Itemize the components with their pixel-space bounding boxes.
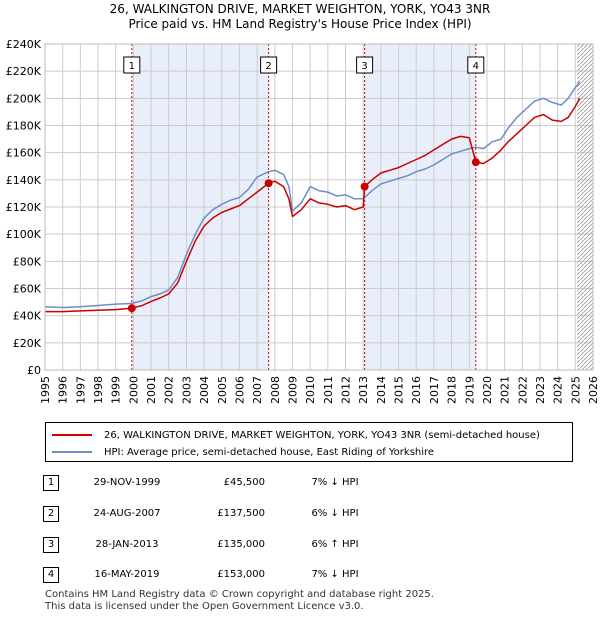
y-tick-label: £140K bbox=[6, 174, 42, 187]
sale-label-box bbox=[467, 56, 485, 74]
y-tick-label: £220K bbox=[6, 65, 42, 78]
transaction-price: £137,500 bbox=[217, 508, 265, 519]
sale-label-number: 4 bbox=[473, 61, 479, 72]
x-tick-label: 2003 bbox=[180, 376, 193, 404]
y-tick-label: £100K bbox=[6, 228, 42, 241]
y-tick-label: £160K bbox=[6, 147, 42, 160]
x-tick-label: 2016 bbox=[410, 376, 423, 404]
x-tick-label: 2002 bbox=[163, 376, 176, 404]
transaction-date: 16-MAY-2019 bbox=[94, 569, 160, 580]
transaction-price: £153,000 bbox=[217, 569, 265, 580]
x-tick-label: 2000 bbox=[127, 376, 140, 404]
y-tick-label: £120K bbox=[6, 201, 42, 214]
x-tick-label: 2010 bbox=[304, 376, 317, 404]
plot-frame bbox=[44, 43, 594, 371]
legend-label-hpi: HPI: Average price, semi-detached house,… bbox=[104, 446, 435, 458]
x-tick-label: 2005 bbox=[216, 376, 229, 404]
footer-licence: This data is licensed under the Open Gov… bbox=[45, 601, 364, 612]
property-price-line bbox=[45, 97, 581, 313]
x-tick-label: 1998 bbox=[92, 376, 105, 404]
y-tick-label: £180K bbox=[6, 120, 42, 133]
sale-label-number: 1 bbox=[129, 61, 135, 72]
legend-swatch-hpi bbox=[52, 451, 92, 453]
x-tick-label: 2023 bbox=[534, 376, 547, 404]
legend-item-hpi: HPI: Average price, semi-detached house,… bbox=[52, 444, 434, 460]
x-tick-label: 2013 bbox=[357, 376, 370, 404]
forecast-hatch bbox=[577, 44, 593, 370]
x-tick-label: 2020 bbox=[481, 376, 494, 404]
x-tick-label: 2026 bbox=[587, 376, 600, 404]
x-tick-label: 2014 bbox=[375, 376, 388, 404]
transaction-row: 4 16-MAY-2019 £153,000 7% ↓ HPI bbox=[0, 566, 600, 586]
legend-label-property: 26, WALKINGTON DRIVE, MARKET WEIGHTON, Y… bbox=[104, 429, 540, 441]
transaction-row: 2 24-AUG-2007 £137,500 6% ↓ HPI bbox=[0, 505, 600, 525]
x-tick-label: 2006 bbox=[233, 376, 246, 404]
transaction-date: 29-NOV-1999 bbox=[93, 477, 161, 488]
legend: 26, WALKINGTON DRIVE, MARKET WEIGHTON, Y… bbox=[45, 422, 573, 462]
transaction-hpi-diff: 6% ↑ HPI bbox=[311, 539, 359, 550]
chart-title: Price paid vs. HM Land Registry's House … bbox=[128, 17, 472, 31]
sale-point bbox=[360, 182, 369, 191]
transaction-hpi-diff: 6% ↓ HPI bbox=[311, 508, 359, 519]
x-tick-label: 2015 bbox=[393, 376, 406, 404]
transaction-row: 3 28-JAN-2013 £135,000 6% ↑ HPI bbox=[0, 536, 600, 556]
x-tick-label: 2001 bbox=[145, 376, 158, 404]
x-tick-label: 2025 bbox=[569, 376, 582, 404]
x-tick-label: 2022 bbox=[516, 376, 529, 404]
sale-point bbox=[127, 304, 136, 313]
sale-point bbox=[471, 158, 480, 167]
sale-label-box bbox=[356, 56, 374, 74]
x-tick-label: 2007 bbox=[251, 376, 264, 404]
x-tick-label: 2024 bbox=[552, 376, 565, 404]
sale-label-box bbox=[260, 56, 278, 74]
x-tick-label: 2004 bbox=[198, 376, 211, 404]
legend-item-property: 26, WALKINGTON DRIVE, MARKET WEIGHTON, Y… bbox=[52, 427, 540, 443]
y-tick-label: £200K bbox=[6, 92, 42, 105]
x-tick-label: 2011 bbox=[322, 376, 335, 404]
x-tick-label: 2008 bbox=[269, 376, 282, 404]
y-tick-label: £60K bbox=[13, 283, 42, 296]
sale-point bbox=[264, 179, 273, 188]
transaction-price: £45,500 bbox=[223, 477, 265, 488]
x-tick-label: 1995 bbox=[39, 376, 52, 404]
x-tick-label: 2017 bbox=[428, 376, 441, 404]
y-tick-label: £40K bbox=[13, 310, 42, 323]
sale-label-number: 3 bbox=[361, 61, 367, 72]
transaction-row: 1 29-NOV-1999 £45,500 7% ↓ HPI bbox=[0, 474, 600, 494]
transaction-number: 4 bbox=[43, 567, 59, 583]
x-tick-label: 2018 bbox=[446, 376, 459, 404]
transaction-number: 2 bbox=[43, 506, 59, 522]
x-tick-label: 1997 bbox=[74, 376, 87, 404]
x-tick-label: 1996 bbox=[57, 376, 70, 404]
x-tick-label: 2009 bbox=[286, 376, 299, 404]
x-tick-label: 1999 bbox=[110, 376, 123, 404]
transaction-hpi-diff: 7% ↓ HPI bbox=[311, 569, 359, 580]
y-tick-label: £0 bbox=[27, 364, 41, 377]
chart-title-address: 26, WALKINGTON DRIVE, MARKET WEIGHTON, Y… bbox=[109, 2, 491, 16]
x-tick-label: 2012 bbox=[340, 376, 353, 404]
y-tick-label: £80K bbox=[13, 255, 42, 268]
y-tick-label: £240K bbox=[6, 38, 42, 51]
x-tick-label: 2019 bbox=[463, 376, 476, 404]
transaction-date: 24-AUG-2007 bbox=[93, 508, 161, 519]
transaction-price: £135,000 bbox=[217, 539, 265, 550]
x-tick-label: 2021 bbox=[499, 376, 512, 404]
transaction-number: 3 bbox=[43, 537, 59, 553]
footer-copyright: Contains HM Land Registry data © Crown c… bbox=[45, 589, 434, 600]
sale-label-number: 2 bbox=[265, 61, 271, 72]
transaction-date: 28-JAN-2013 bbox=[95, 539, 159, 550]
sale-label-box bbox=[123, 56, 141, 74]
transaction-number: 1 bbox=[43, 475, 59, 491]
hpi-line bbox=[44, 81, 581, 309]
y-tick-label: £20K bbox=[13, 337, 42, 350]
transaction-hpi-diff: 7% ↓ HPI bbox=[311, 477, 359, 488]
price-chart: 1 2 3 4 £0 £20K £40K £60K £80K £100K £120K £140K £1… bbox=[6, 38, 600, 404]
legend-swatch-property bbox=[52, 434, 92, 436]
